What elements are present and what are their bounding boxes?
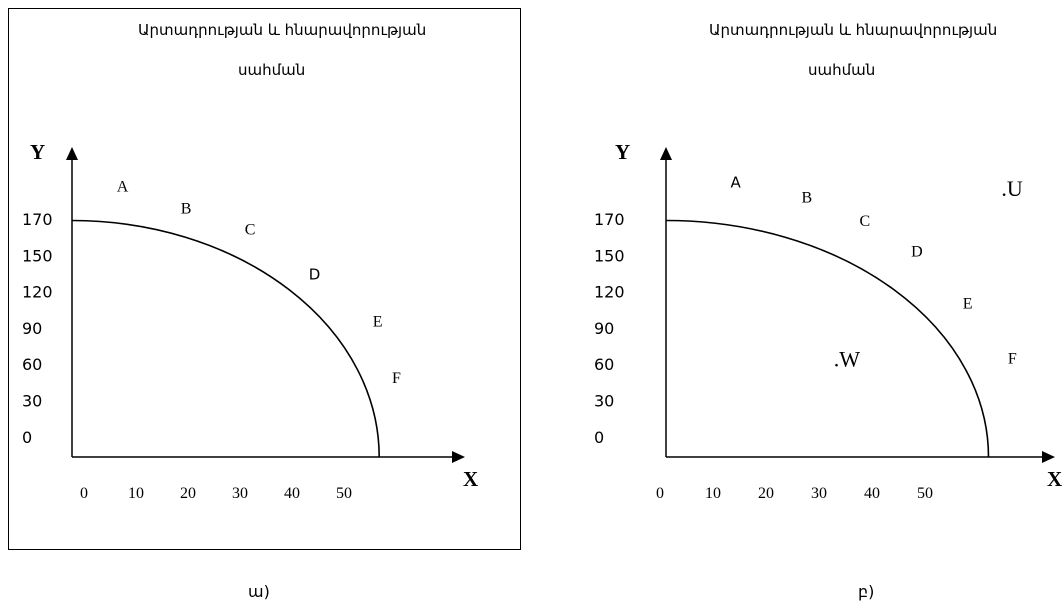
y-tick-label: 30 (22, 392, 42, 411)
point-label-d: D (911, 243, 923, 260)
point-label-c: C (860, 213, 871, 230)
point-label-b: B (801, 190, 812, 207)
point-label-c: C (245, 221, 256, 238)
y-axis-label: Y (615, 140, 630, 164)
y-tick-label: 90 (22, 319, 42, 338)
chart-title-line1: Արտադրության և հնարավորության (709, 21, 998, 39)
chart-title-line2: սահման (238, 61, 306, 79)
chart-frame (8, 8, 521, 550)
ppf-curve (665, 219, 990, 458)
point-label-a: A (117, 179, 129, 196)
point-label-a: A (731, 174, 742, 192)
y-tick-label: 90 (594, 319, 614, 338)
x-axis-arrow (452, 451, 465, 463)
chart-panel-b: Արտադրության և հնարավորության սահման Y X 1… (530, 0, 1062, 610)
y-axis-arrow (660, 147, 672, 160)
y-tick-label: 170 (594, 210, 625, 229)
x-tick-label: 50 (336, 485, 352, 502)
y-tick-label: 0 (594, 428, 604, 447)
x-tick-label: 0 (656, 485, 664, 502)
x-tick-label: 40 (284, 485, 300, 502)
chart-plot-b: Y X 170 150 120 90 60 30 0 0 10 20 30 40 50 A B C D E F .U .W (594, 140, 1062, 502)
y-tick-label: 150 (22, 246, 53, 265)
y-tick-label: 60 (22, 355, 42, 374)
point-label-u: .U (1001, 176, 1023, 201)
point-label-f: F (392, 370, 401, 387)
point-label-e: E (963, 296, 973, 313)
point-label-d: D (309, 266, 321, 284)
x-axis-arrow (1042, 451, 1055, 463)
point-label-e: E (373, 313, 383, 330)
point-label-b: B (181, 201, 192, 218)
chart-title-line1: Արտադրության և հնարավորության (138, 21, 427, 39)
chart-plot-a: Y X 170 150 120 90 60 30 0 0 10 20 30 40 50 A B C D E F (22, 140, 478, 502)
y-tick-label: 150 (594, 246, 625, 265)
x-tick-label: 50 (917, 485, 933, 502)
y-tick-label: 30 (594, 392, 614, 411)
x-axis-label: X (463, 467, 478, 491)
y-axis-arrow (66, 147, 78, 160)
panel-caption: բ) (858, 582, 875, 601)
x-tick-label: 30 (232, 485, 248, 502)
x-tick-label: 10 (128, 485, 144, 502)
x-tick-label: 20 (758, 485, 774, 502)
y-tick-label: 120 (22, 283, 53, 302)
y-axis-label: Y (30, 140, 45, 164)
x-tick-label: 30 (811, 485, 827, 502)
y-tick-label: 60 (594, 355, 614, 374)
x-axis-label: X (1047, 467, 1062, 491)
point-label-f: F (1008, 351, 1017, 368)
x-tick-label: 0 (80, 485, 88, 502)
point-label-w: .W (834, 346, 861, 371)
y-tick-label: 170 (22, 210, 53, 229)
chart-title-line2: սահման (808, 61, 876, 79)
y-tick-label: 0 (22, 428, 32, 447)
y-tick-label: 120 (594, 283, 625, 302)
x-tick-label: 10 (705, 485, 721, 502)
x-tick-label: 40 (864, 485, 880, 502)
ppf-curve (71, 219, 380, 458)
panel-caption: ա) (248, 582, 270, 601)
x-tick-label: 20 (180, 485, 196, 502)
chart-panel-a: Արտադրության և հնարավորության սահման Y X 1… (0, 0, 530, 610)
